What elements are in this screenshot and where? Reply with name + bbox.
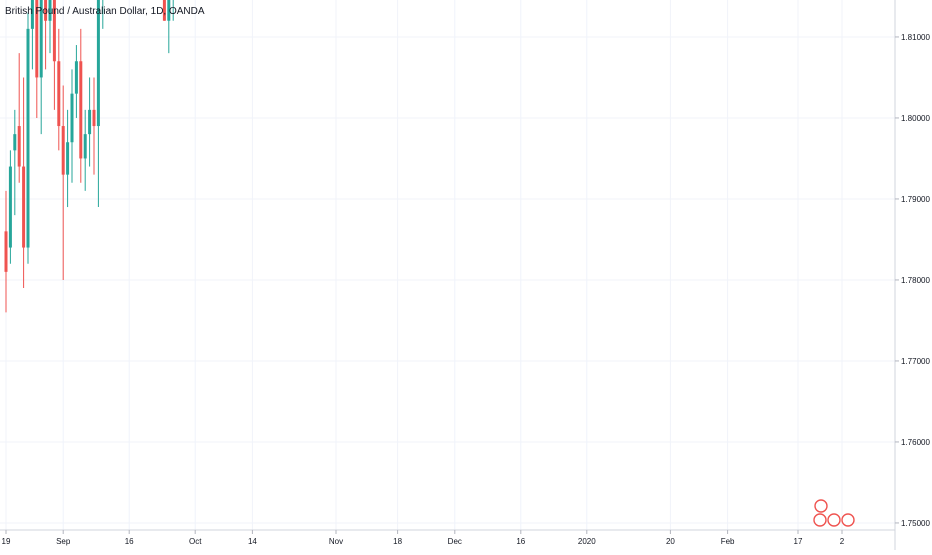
event-flag-icon <box>841 513 855 527</box>
time-axis[interactable]: 19 Sep 16 Oct 14 Nov 18 Dec 16 2020 20 Feb 17 2 <box>0 529 895 546</box>
price-tick-label: 1.77000 <box>901 357 930 366</box>
price-tick-label: 1.80000 <box>901 114 930 123</box>
candle-body <box>66 142 70 175</box>
candle-body <box>52 0 56 62</box>
candle <box>61 85 65 280</box>
time-tick-label: Nov <box>329 537 343 546</box>
candle-body <box>22 166 26 248</box>
candle <box>48 0 52 54</box>
candle-body <box>4 231 8 272</box>
time-tick-label: 16 <box>516 537 525 546</box>
candle <box>167 0 171 54</box>
time-tick-label: Feb <box>721 537 735 546</box>
candle-body <box>39 0 43 78</box>
candle <box>74 45 78 118</box>
candle-body <box>167 0 171 21</box>
time-tick-label: 19 <box>2 537 11 546</box>
candle <box>35 0 39 118</box>
candle <box>66 109 70 208</box>
candle <box>4 190 8 313</box>
price-tick-label: 1.75000 <box>901 519 930 528</box>
candle <box>92 77 96 175</box>
candle-body <box>30 0 34 29</box>
candle-body <box>88 109 92 135</box>
candle <box>88 77 92 167</box>
candle-body <box>92 109 96 127</box>
candle-body <box>61 126 65 175</box>
price-tick-label: 1.81000 <box>901 33 930 42</box>
candle-body <box>83 134 87 159</box>
candle <box>52 0 56 110</box>
candles[interactable] <box>4 0 488 313</box>
time-tick-label: 2 <box>840 537 845 546</box>
candle <box>96 0 100 208</box>
price-axis[interactable]: 1.75000 1.76000 1.77000 1.78000 1.79000 1.800… <box>894 0 932 550</box>
candle-body <box>8 166 12 248</box>
candle <box>102 0 104 29</box>
candle-body <box>17 126 21 167</box>
time-tick-label: Dec <box>448 537 462 546</box>
candle <box>57 28 61 151</box>
candle <box>30 0 34 70</box>
candle-body <box>44 0 48 21</box>
time-tick-label: 14 <box>248 537 257 546</box>
candle <box>17 53 21 183</box>
price-tick-label: 1.78000 <box>901 276 930 285</box>
candle-body <box>162 0 166 21</box>
candle-body <box>26 28 30 248</box>
time-tick-label: 2020 <box>578 537 596 546</box>
price-tick-label: 1.76000 <box>901 438 930 447</box>
event-flag-icon <box>813 513 827 527</box>
candle-body <box>35 0 39 78</box>
candle <box>44 0 48 70</box>
candle <box>8 150 12 264</box>
candle <box>79 28 83 183</box>
candle-body <box>57 61 61 127</box>
time-tick-label: 17 <box>794 537 803 546</box>
grid <box>0 0 895 530</box>
candle <box>83 109 87 191</box>
time-tick-label: 18 <box>393 537 402 546</box>
event-flag-icon <box>814 499 828 513</box>
chart-title: British Pound / Australian Dollar, 1D, O… <box>5 6 205 17</box>
candle-body <box>13 134 17 151</box>
candle-body <box>79 61 83 159</box>
candle <box>26 12 30 264</box>
candle-body <box>70 93 74 143</box>
candle <box>70 69 74 183</box>
candle <box>13 109 17 216</box>
candle-body <box>48 0 52 21</box>
candle <box>39 0 43 135</box>
event-icons[interactable] <box>813 499 855 527</box>
time-tick-label: Sep <box>56 537 71 546</box>
price-tick-label: 1.79000 <box>901 195 930 204</box>
time-tick-label: 20 <box>666 537 675 546</box>
time-tick-label: Oct <box>189 537 202 546</box>
candle-body <box>74 61 78 94</box>
event-flag-icon <box>827 513 841 527</box>
candle-body <box>96 0 100 127</box>
candle <box>22 77 26 289</box>
candle <box>162 0 166 21</box>
time-tick-label: 16 <box>125 537 134 546</box>
